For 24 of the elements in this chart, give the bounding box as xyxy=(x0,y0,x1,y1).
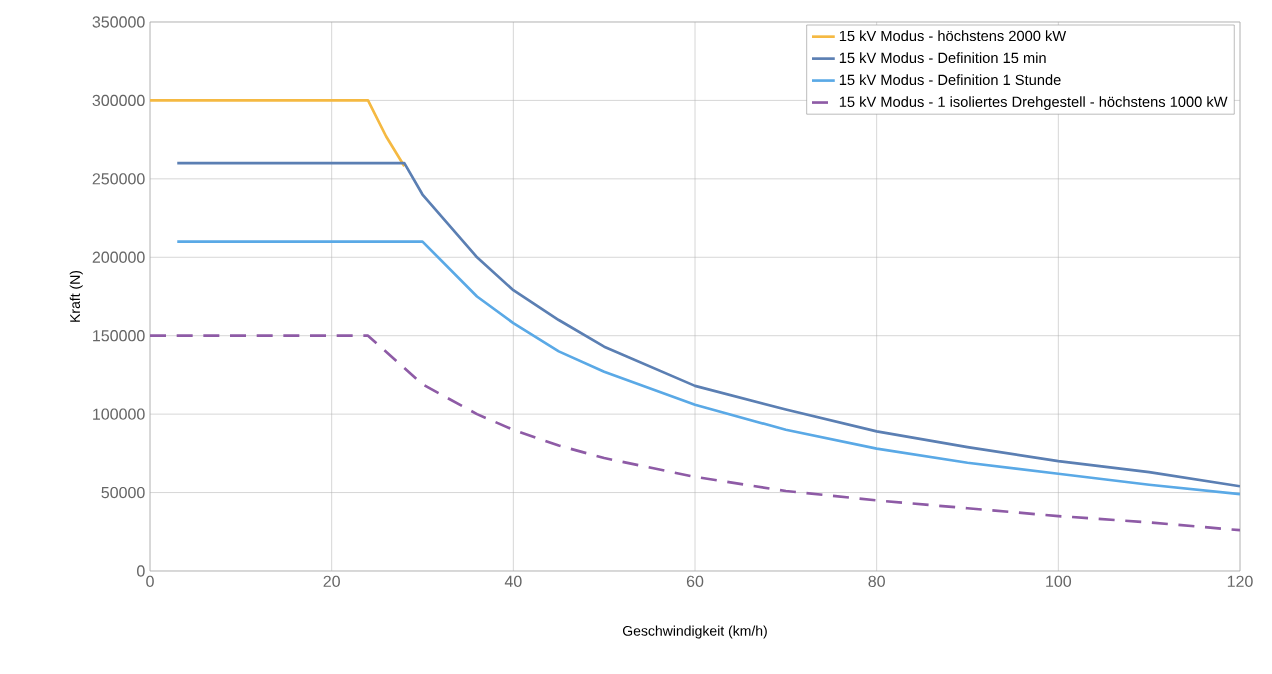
y-axis-title: Kraft (N) xyxy=(69,270,83,322)
y-tick-label: 0 xyxy=(137,565,145,577)
y-tick-label: 200000 xyxy=(92,251,145,263)
x-tick-label: 120 xyxy=(1227,575,1253,588)
y-tick-label: 300000 xyxy=(92,94,145,107)
legend-label: 15 kV Modus - 1 isoliertes Drehgestell - höchstens 1000 kW xyxy=(839,96,1228,110)
y-tick-label: 50000 xyxy=(101,486,145,499)
x-axis-title: Geschwindigkeit (km/h) xyxy=(622,625,767,639)
x-tick-label: 40 xyxy=(504,575,522,588)
x-tick-label: 100 xyxy=(1046,575,1072,588)
line-series xyxy=(175,240,1240,496)
legend-label: 15 kV Modus - Definition 15 min xyxy=(839,52,1046,64)
y-tick-label: 350000 xyxy=(92,16,145,28)
x-tick-label: 20 xyxy=(323,575,340,588)
x-tick-label: 60 xyxy=(686,575,704,588)
y-tick-label: 250000 xyxy=(92,173,145,185)
legend-label: 15 kV Modus - höchstens 2000 kW xyxy=(839,30,1067,42)
x-tick-label: 0 xyxy=(146,575,154,588)
x-tick-label: 80 xyxy=(868,575,885,588)
line-series xyxy=(150,334,1240,532)
legend-label: 15 kV Modus - Definition 1 Stunde xyxy=(839,74,1061,86)
y-tick-label: 100000 xyxy=(93,408,145,420)
line-series xyxy=(175,161,1240,488)
y-tick-label: 150000 xyxy=(93,330,145,342)
